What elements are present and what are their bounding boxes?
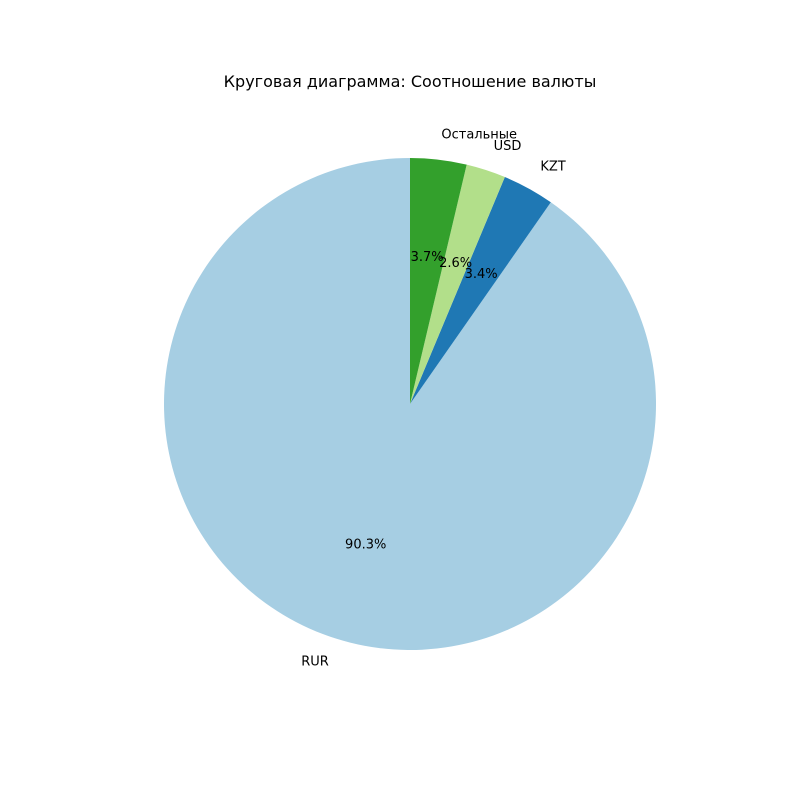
slice-percent-label: 90.3% [345, 537, 386, 552]
slice-percent-label: 3.7% [411, 250, 444, 265]
slice-percent-label: 3.4% [465, 267, 498, 282]
pie-slice-rur [164, 158, 657, 650]
slices-layer [164, 158, 657, 650]
percent-labels-layer: 90.3% 3.4%2.6%3.7% [345, 250, 498, 552]
pie-slice-остальные [410, 158, 467, 404]
slice-label: Остальные [441, 128, 517, 143]
slice-percent-label: 2.6% [439, 256, 472, 271]
chart-title: Круговая диаграмма: Соотношение валюты [223, 72, 597, 91]
slice-label: RUR [301, 655, 329, 670]
slice-label: USD [494, 139, 522, 154]
pie-slice-usd [410, 164, 505, 404]
pie-slice-kzt [410, 177, 551, 404]
slice-label: KZT [540, 159, 565, 174]
